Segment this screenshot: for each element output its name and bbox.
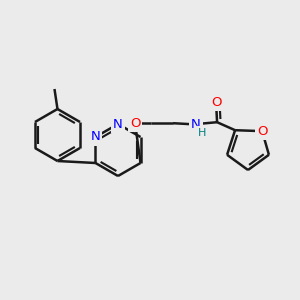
Text: O: O xyxy=(257,124,267,138)
Text: H: H xyxy=(198,128,206,138)
Text: N: N xyxy=(113,118,123,130)
Text: N: N xyxy=(91,130,100,143)
Text: O: O xyxy=(130,117,140,130)
Text: N: N xyxy=(191,118,201,131)
Text: O: O xyxy=(211,96,221,109)
